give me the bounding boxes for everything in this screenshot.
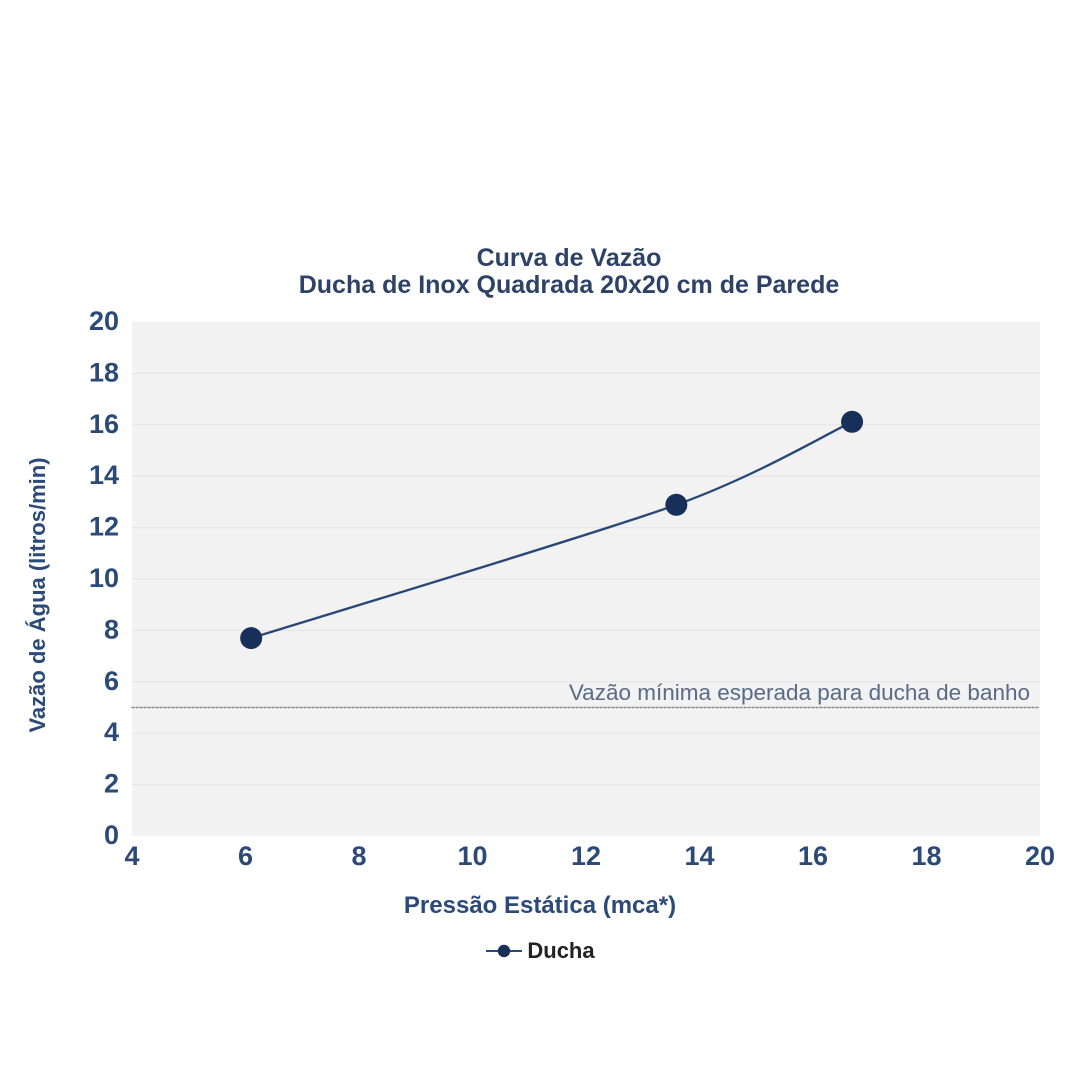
svg-text:Vazão mínima esperada para duc: Vazão mínima esperada para ducha de banh… [569,680,1030,705]
svg-text:20: 20 [1025,841,1055,871]
svg-text:0: 0 [104,820,119,850]
svg-text:10: 10 [89,563,119,593]
svg-text:6: 6 [238,841,253,871]
svg-text:4: 4 [104,717,119,747]
svg-text:2: 2 [104,769,119,799]
svg-text:18: 18 [911,841,941,871]
svg-text:6: 6 [104,666,119,696]
svg-text:18: 18 [89,357,119,387]
svg-text:12: 12 [571,841,601,871]
svg-text:16: 16 [89,409,119,439]
svg-text:4: 4 [124,841,139,871]
svg-text:16: 16 [798,841,828,871]
svg-text:20: 20 [89,306,119,336]
svg-text:14: 14 [89,460,119,490]
svg-text:8: 8 [351,841,366,871]
svg-text:10: 10 [457,841,487,871]
svg-text:8: 8 [104,614,119,644]
svg-text:12: 12 [89,512,119,542]
svg-text:14: 14 [684,841,714,871]
